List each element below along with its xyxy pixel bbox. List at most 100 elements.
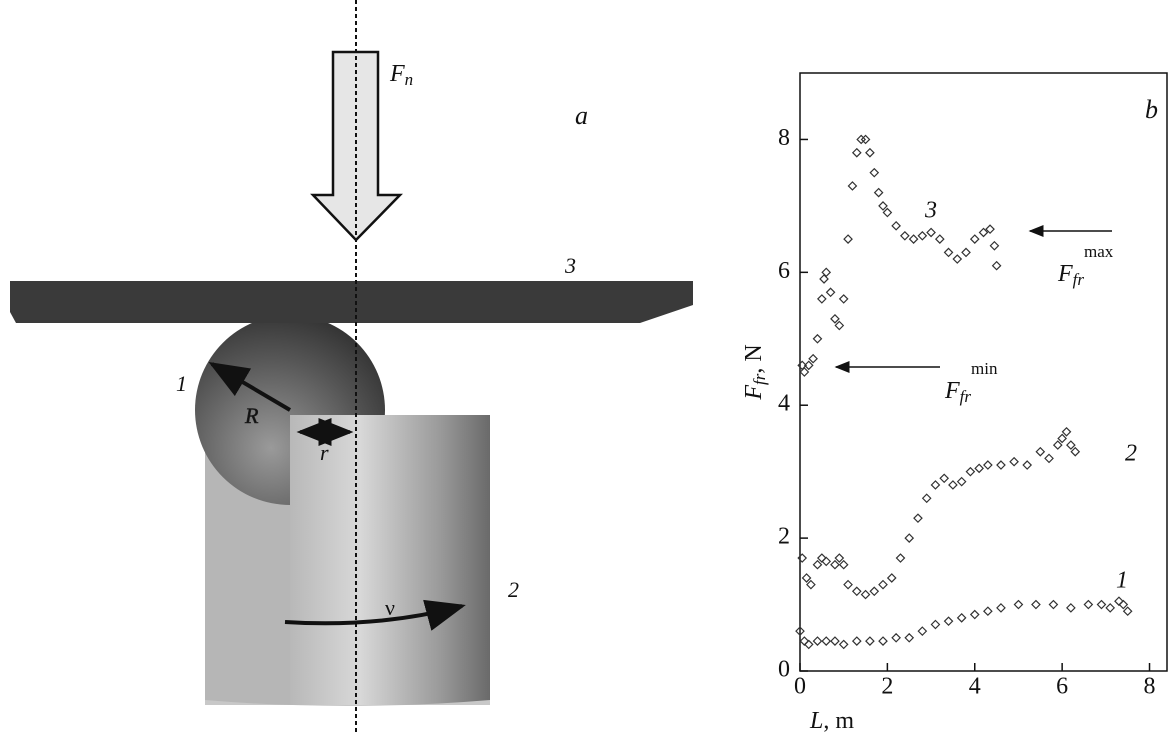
data-point — [1052, 440, 1063, 450]
data-point — [799, 367, 810, 377]
data-point — [860, 134, 871, 145]
data-point — [891, 220, 901, 231]
data-point — [851, 636, 862, 646]
data-point — [1118, 599, 1129, 610]
data-point — [830, 559, 840, 570]
data-point — [886, 573, 897, 583]
force-arrow — [310, 50, 403, 242]
data-point — [1048, 599, 1059, 610]
data-point — [961, 247, 971, 258]
data-point — [969, 234, 980, 244]
data-point — [974, 463, 984, 474]
data-point — [921, 493, 932, 504]
data-point — [930, 480, 941, 490]
data-point — [812, 333, 823, 344]
data-point — [917, 626, 928, 636]
data-point — [1066, 440, 1076, 450]
data-point — [808, 353, 818, 364]
data-point — [1057, 433, 1067, 444]
data-point — [801, 573, 812, 583]
x-tick-label: 6 — [1056, 674, 1068, 700]
data-point — [1114, 596, 1124, 607]
y-tick-label: 6 — [778, 258, 790, 284]
data-point — [865, 636, 875, 646]
data-point — [803, 639, 814, 650]
diagram: Fn a 3 1 R r 2 ν — [10, 0, 693, 735]
y-axis-label: Ffr, N — [741, 344, 769, 400]
data-point — [851, 147, 862, 158]
offset-label: r — [320, 440, 329, 465]
y-tick-label: 4 — [778, 391, 790, 417]
data-point — [878, 636, 888, 646]
data-point — [908, 234, 919, 244]
data-point — [930, 619, 941, 630]
data-point — [926, 227, 936, 238]
series-label: 3 — [924, 198, 937, 224]
data-point — [838, 559, 849, 570]
data-point — [1031, 599, 1041, 610]
data-point — [1035, 446, 1046, 457]
cylinder-label: 2 — [508, 577, 519, 602]
data-point — [860, 589, 871, 600]
cylinder-base — [205, 700, 490, 706]
data-point — [851, 586, 862, 597]
data-point — [904, 632, 915, 643]
data-point — [1013, 599, 1024, 610]
data-point — [1083, 599, 1094, 610]
data-point — [834, 553, 845, 563]
y-tick-label: 2 — [778, 524, 790, 550]
data-point — [869, 167, 880, 178]
data-point — [869, 586, 880, 597]
data-point — [1022, 460, 1033, 470]
data-point — [878, 579, 888, 590]
data-point — [948, 480, 958, 490]
data-point — [956, 476, 967, 487]
data-point — [952, 254, 963, 264]
x-axis-label: L, m — [809, 708, 854, 734]
panel-label: b — [1145, 95, 1158, 124]
data-point — [934, 234, 945, 244]
ball-label: 1 — [176, 371, 187, 396]
series-label: 2 — [1125, 441, 1137, 467]
data-point — [996, 460, 1006, 470]
data-point — [913, 513, 923, 524]
data-point — [983, 606, 993, 617]
data-point — [878, 201, 888, 211]
data-point — [799, 636, 810, 646]
data-point — [978, 227, 989, 238]
plate-label: 3 — [564, 253, 576, 278]
data-point — [865, 147, 875, 158]
data-point — [989, 240, 1000, 251]
data-point — [821, 267, 832, 278]
data-point — [821, 636, 832, 646]
x-tick-label: 8 — [1144, 674, 1156, 700]
data-point — [1105, 603, 1116, 613]
data-point — [917, 230, 928, 241]
data-point — [983, 460, 993, 470]
data-point — [838, 639, 849, 650]
series-label: 1 — [1116, 568, 1128, 594]
data-point — [900, 230, 910, 241]
x-tick-label: 4 — [969, 674, 981, 700]
data-point — [838, 294, 849, 304]
data-point — [825, 287, 836, 298]
data-point — [904, 533, 915, 543]
force-label: Fn — [389, 61, 413, 89]
data-point — [943, 616, 954, 627]
data-point — [996, 603, 1006, 613]
data-point — [882, 207, 893, 218]
y-tick-label: 8 — [778, 125, 790, 151]
data-point — [943, 247, 954, 258]
data-point — [806, 579, 816, 590]
data-point — [1044, 453, 1054, 464]
x-tick-label: 2 — [881, 674, 893, 700]
data-point — [956, 612, 967, 623]
data-point — [830, 313, 840, 324]
data-point — [830, 636, 840, 646]
data-point — [939, 473, 950, 484]
panel-label: a — [575, 101, 588, 130]
data-point — [797, 553, 808, 563]
data-point — [1122, 606, 1133, 617]
data-point — [819, 274, 829, 284]
